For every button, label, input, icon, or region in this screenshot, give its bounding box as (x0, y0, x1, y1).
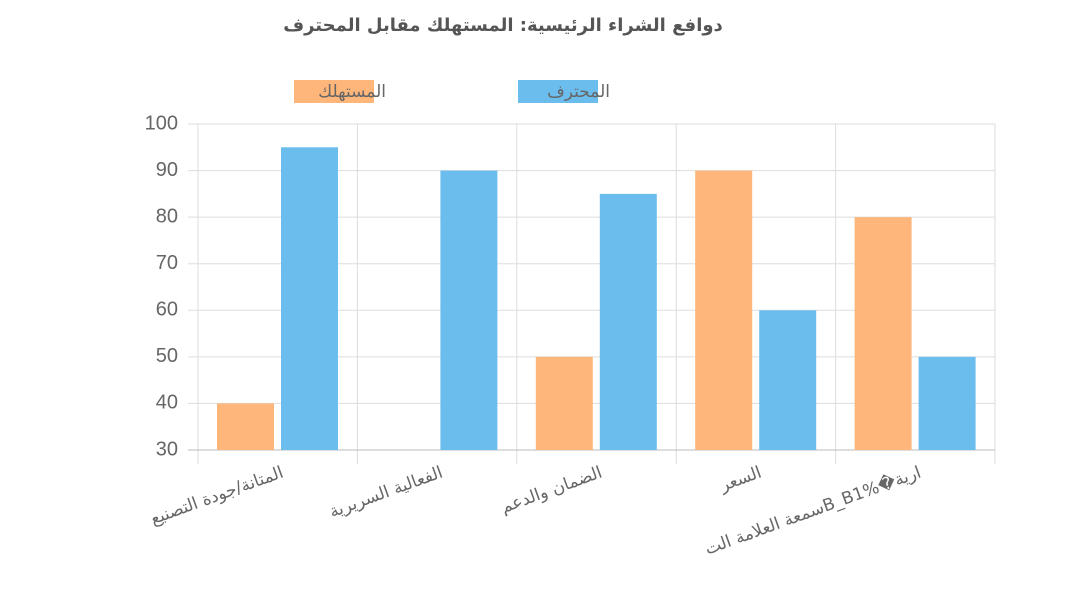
bar (217, 403, 274, 450)
y-tick-label: 50 (156, 345, 178, 367)
x-tick-label: المتانة/جودة التصنيع (148, 463, 286, 530)
bar (535, 356, 593, 450)
x-tick-label: الضمان والدعم (498, 463, 604, 518)
x-tick-label: الفعالية السريرية (327, 463, 446, 523)
bar (599, 193, 657, 450)
bar (854, 217, 912, 450)
bar (281, 147, 338, 451)
y-tick-label: 100 (145, 112, 178, 134)
bar (695, 170, 753, 451)
y-tick-label: 60 (156, 299, 178, 321)
bar (440, 170, 498, 451)
x-tick-label: السعر (716, 463, 764, 497)
legend-swatch (518, 80, 598, 103)
legend-swatch (294, 80, 374, 103)
y-tick-label: 40 (156, 392, 178, 414)
bar (918, 356, 976, 450)
y-tick-label: 30 (156, 438, 178, 460)
legend-label: المستهلك (318, 82, 386, 102)
bar (759, 310, 817, 450)
chart-title: دوافع الشراء الرئيسية: المستهلك مقابل ال… (283, 15, 723, 36)
y-tick-label: 70 (156, 252, 178, 274)
legend-label: المحترف (547, 82, 610, 102)
y-tick-label: 90 (156, 159, 178, 181)
y-tick-label: 80 (156, 205, 178, 227)
